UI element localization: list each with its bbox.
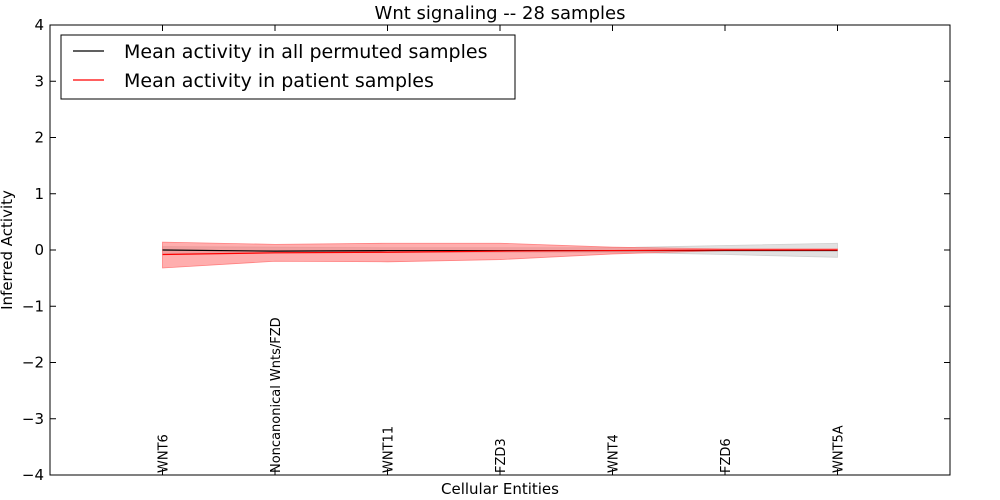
legend-label: Mean activity in patient samples [124,70,434,92]
y-tick-label: 4 [34,16,44,34]
x-tick-label: WNT6 [157,434,172,473]
y-tick-label: −1 [22,297,44,315]
y-tick-label: −4 [22,466,44,484]
x-tick-label: WNT11 [382,426,397,473]
y-tick-label: −3 [22,410,44,428]
x-tick-label: FZD3 [494,438,509,473]
y-axis: −4 −3 −2 −1 0 1 2 3 4 [22,16,950,484]
y-tick-label: 0 [34,241,44,259]
y-tick-label: 1 [34,185,44,203]
x-tick-label: Noncanonical Wnts/FZD [269,317,284,473]
legend: Mean activity in all permuted samples Mea… [60,34,516,100]
y-axis-title: Inferred Activity [0,190,16,310]
x-axis: WNT6 Noncanonical Wnts/FZD WNT11 FZD3 WNT4 FZ… [157,25,847,475]
x-axis-title: Cellular Entities [441,480,559,498]
y-tick-label: 3 [34,72,44,90]
series-line-1 [162,249,838,256]
x-tick-label: WNT4 [607,434,622,473]
legend-box [60,34,516,100]
line-layer [162,249,838,256]
y-tick-label: −2 [22,354,44,372]
legend-label: Mean activity in all permuted samples [124,41,487,63]
chart-title: Wnt signaling -- 28 samples [375,3,626,24]
y-tick-label: 2 [34,129,44,147]
x-tick-label: WNT5A [832,425,847,473]
x-tick-label: FZD6 [719,438,734,473]
